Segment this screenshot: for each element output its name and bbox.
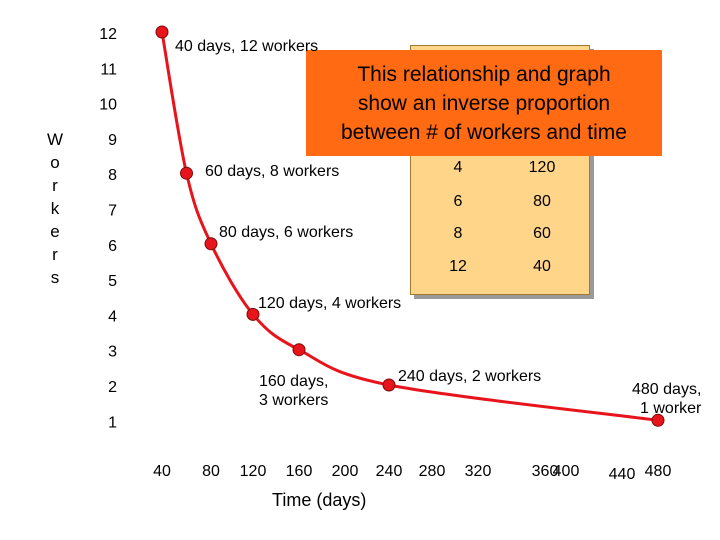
table-cell-workers: 12 <box>449 258 467 275</box>
point-annotation: 60 days, 8 workers <box>205 163 340 180</box>
table-cell-workers: 4 <box>453 159 463 176</box>
callout-box: This relationship and graph show an inve… <box>306 50 662 156</box>
y-tick-label: 2 <box>108 379 117 396</box>
y-tick-label: 8 <box>108 167 117 184</box>
table-cell-days: 60 <box>533 225 551 242</box>
y-axis-label-letter: k <box>50 199 60 218</box>
data-point <box>292 343 306 357</box>
point-annotation: 120 days, 4 workers <box>258 295 402 312</box>
callout-line: This relationship and graph <box>357 62 611 86</box>
x-tick-label: 280 <box>419 463 446 480</box>
y-tick-label: 1 <box>108 414 117 431</box>
y-axis-label-letter: r <box>52 176 58 195</box>
x-tick-label: 360 <box>532 463 559 480</box>
table-cell-workers: 6 <box>453 193 463 210</box>
x-tick-label: 440 <box>609 466 636 483</box>
table-cell-days: 80 <box>533 193 551 210</box>
table-cell-workers: 8 <box>453 225 463 242</box>
y-tick-label: 7 <box>108 203 117 220</box>
data-point <box>180 166 193 180</box>
data-point <box>651 413 665 427</box>
y-tick-label: 9 <box>108 132 117 149</box>
table-cell-days: 120 <box>528 159 556 176</box>
x-tick-label: 400 <box>553 463 580 480</box>
x-tick-label: 240 <box>376 463 403 480</box>
data-point <box>204 237 218 251</box>
point-annotation: 480 days, 1 worker <box>632 380 701 418</box>
y-tick-label: 10 <box>99 97 117 114</box>
y-tick-label: 12 <box>99 26 117 43</box>
x-tick-label: 200 <box>332 463 359 480</box>
x-tick-label: 480 <box>645 463 672 480</box>
annotation-line: 1 worker <box>640 400 702 417</box>
point-annotation: 80 days, 6 workers <box>219 224 354 241</box>
y-axis-label-letter: s <box>50 268 60 287</box>
point-annotation: 160 days, 3 workers <box>259 372 328 410</box>
x-tick-label: 80 <box>202 463 220 480</box>
x-tick-label: 160 <box>286 463 313 480</box>
data-points <box>155 25 665 427</box>
data-point <box>246 307 260 321</box>
x-axis-label: Time (days) <box>272 490 367 510</box>
x-tick-label: 120 <box>240 463 267 480</box>
data-point <box>155 25 169 39</box>
x-tick-label: 320 <box>465 463 492 480</box>
callout-line: show an inverse proportion <box>357 91 611 115</box>
callout-line: between # of workers and time <box>341 120 627 144</box>
table-cell-days: 40 <box>533 258 551 275</box>
data-point <box>382 378 396 392</box>
x-tick-label: 40 <box>153 463 171 480</box>
annotation-line: 3 workers <box>259 392 329 409</box>
y-axis-label-letter: o <box>50 153 60 172</box>
y-axis-label-letter: r <box>52 245 58 264</box>
y-axis-label-letter: W <box>46 130 64 149</box>
y-tick-label: 4 <box>108 308 117 325</box>
annotation-line: 480 days, <box>632 381 702 398</box>
y-tick-labels: 12 11 10 9 8 7 6 5 4 3 2 1 <box>99 26 117 431</box>
y-tick-label: 3 <box>108 344 117 361</box>
y-axis-label-letter: e <box>50 222 60 241</box>
point-annotation: 40 days, 12 workers <box>175 38 319 55</box>
y-tick-label: 6 <box>108 238 117 255</box>
y-tick-label: 5 <box>108 273 117 290</box>
y-tick-label: 11 <box>100 61 117 78</box>
annotation-line: 160 days, <box>259 373 329 390</box>
point-annotation: 240 days, 2 workers <box>398 368 542 385</box>
